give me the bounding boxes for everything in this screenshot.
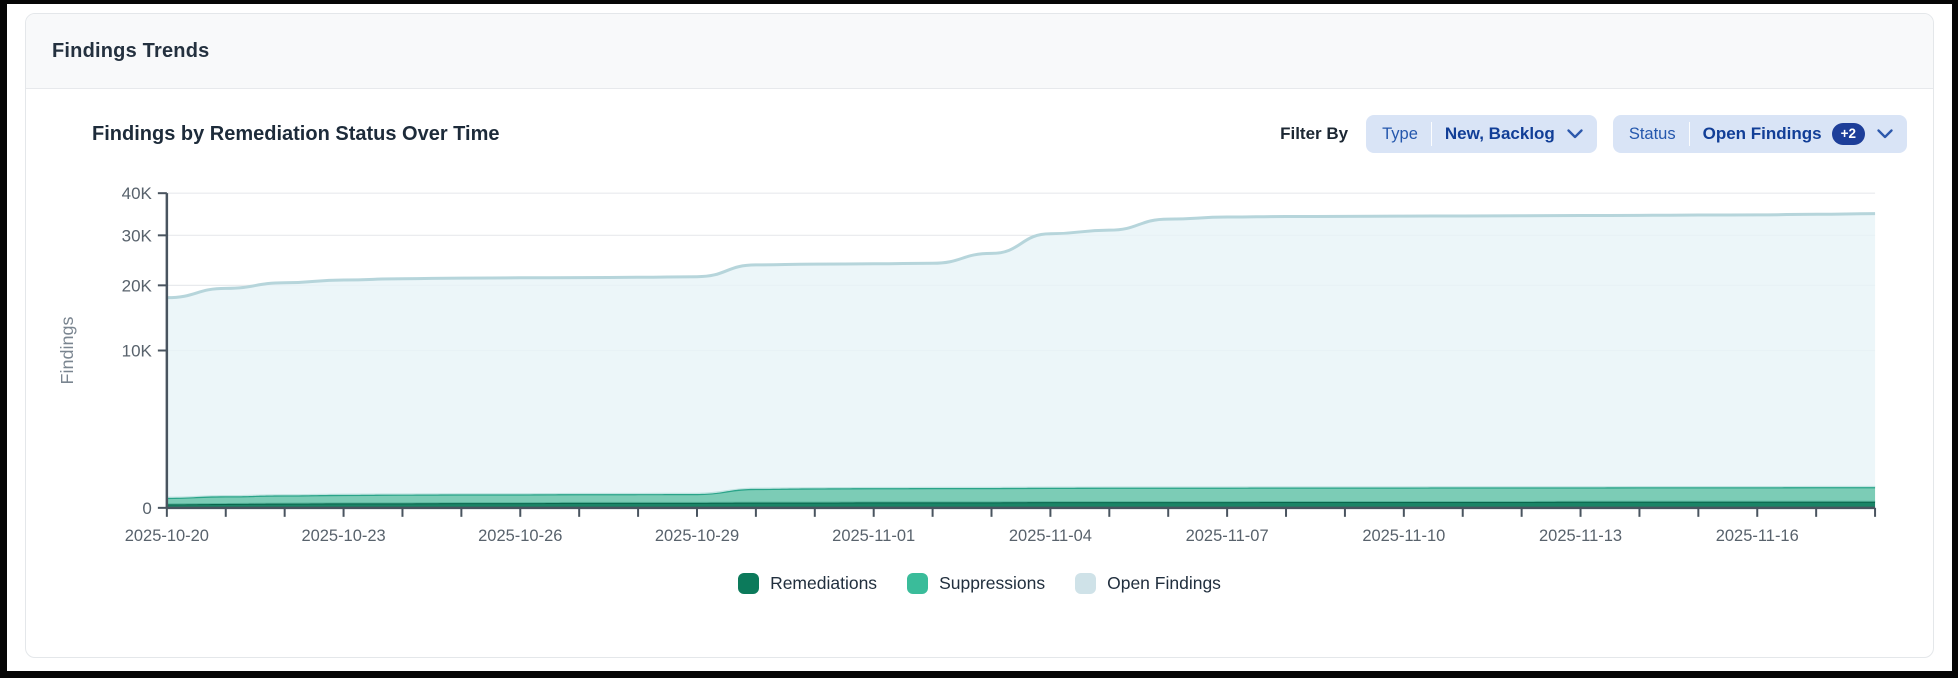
suppressions-swatch xyxy=(907,573,929,594)
y-axis-tick-label: 30K xyxy=(122,226,153,245)
x-axis-tick-label: 2025-11-07 xyxy=(1186,527,1269,545)
legend-item-remediations[interactable]: Remediations xyxy=(738,573,877,594)
chevron-down-icon xyxy=(1567,129,1583,139)
x-axis-tick-label: 2025-10-20 xyxy=(125,527,209,545)
type-filter-label: Type xyxy=(1382,124,1418,143)
x-axis-tick-label: 2025-11-04 xyxy=(1009,527,1092,545)
y-axis-tick-label: 0 xyxy=(142,499,151,518)
x-axis-tick-label: 2025-11-16 xyxy=(1716,527,1799,545)
legend-label: Open Findings xyxy=(1107,573,1221,593)
chart-area: 0 10K 20K 30K 40K 2025-10-20 2025-10-23 2025-10… xyxy=(26,163,1933,565)
chevron-down-icon xyxy=(1877,129,1893,139)
chart-legend: Remediations Suppressions Open Findings xyxy=(26,573,1933,594)
legend-label: Suppressions xyxy=(939,573,1046,593)
status-filter-value: Open Findings xyxy=(1702,124,1822,143)
panel-body: Findings by Remediation Status Over Time… xyxy=(26,89,1933,657)
open-findings-line xyxy=(166,212,1876,300)
status-filter-count-badge: +2 xyxy=(1831,122,1865,146)
panel-title: Findings Trends xyxy=(52,39,210,62)
legend-label: Remediations xyxy=(770,573,878,593)
type-filter-dropdown[interactable]: Type New, Backlog xyxy=(1366,115,1597,153)
open-findings-swatch xyxy=(1075,573,1097,594)
chart-title-row: Findings by Remediation Status Over Time… xyxy=(26,115,1933,153)
trend-chart-canvas: 0 10K 20K 30K 40K 2025-10-20 2025-10-23 2025-10… xyxy=(57,184,1877,545)
type-filter-value: New, Backlog xyxy=(1444,124,1555,143)
y-axis-tick-label: 10K xyxy=(122,342,153,361)
x-axis-tick-label: 2025-10-23 xyxy=(301,527,385,545)
legend-item-suppressions[interactable]: Suppressions xyxy=(907,573,1045,594)
y-axis-tick-label: 20K xyxy=(122,276,153,295)
x-axis-tick-label: 2025-11-10 xyxy=(1362,527,1445,545)
status-filter-dropdown[interactable]: Status Open Findings +2 xyxy=(1612,115,1907,153)
findings-trends-panel: Findings Trends Findings by Remediation … xyxy=(25,13,1934,658)
pill-divider xyxy=(1430,122,1432,146)
suppressions-area xyxy=(166,487,1876,505)
open-findings-area xyxy=(166,213,1876,498)
legend-item-open-findings[interactable]: Open Findings xyxy=(1075,573,1221,594)
x-axis-tick-label: 2025-10-26 xyxy=(478,527,562,545)
y-axis-title: Findings xyxy=(57,317,77,385)
remediations-swatch xyxy=(738,573,760,594)
x-axis-tick-label: 2025-10-29 xyxy=(655,527,739,545)
x-axis-tick-label: 2025-11-01 xyxy=(832,527,915,545)
filter-by-label: Filter By xyxy=(1280,124,1349,143)
pill-divider xyxy=(1688,122,1690,146)
y-axis-tick-label: 40K xyxy=(122,184,153,203)
status-filter-label: Status xyxy=(1628,124,1676,143)
x-axis-tick-label: 2025-11-13 xyxy=(1539,527,1622,545)
panel-header: Findings Trends xyxy=(26,14,1933,89)
filter-controls: Filter By Type New, Backlog Status Open … xyxy=(1280,115,1907,153)
chart-title: Findings by Remediation Status Over Time xyxy=(92,122,500,145)
